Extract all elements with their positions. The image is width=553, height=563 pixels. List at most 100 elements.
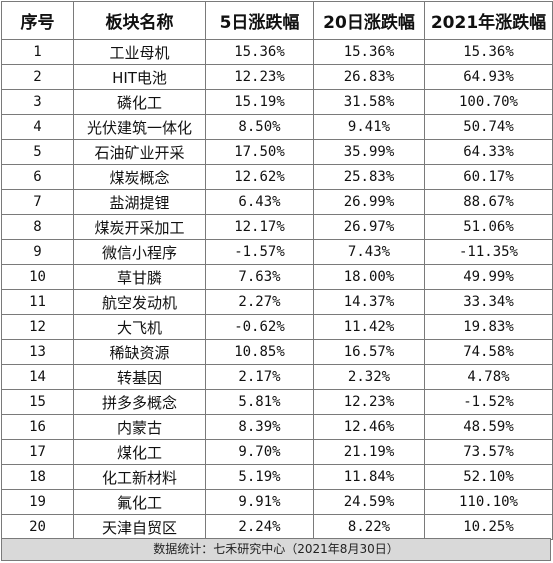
cell-sector-name: 煤炭开采加工 bbox=[73, 214, 206, 240]
cell-5day-change: -0.62% bbox=[205, 314, 314, 340]
header-2021-change: 2021年涨跌幅 bbox=[424, 1, 553, 40]
header-20day-change: 20日涨跌幅 bbox=[313, 1, 425, 40]
cell-20day-change: 35.99% bbox=[313, 139, 425, 165]
cell-index: 18 bbox=[1, 464, 74, 490]
cell-sector-name: 化工新材料 bbox=[73, 464, 206, 490]
cell-sector-name: 拼多多概念 bbox=[73, 389, 206, 415]
cell-5day-change: 2.27% bbox=[205, 289, 314, 315]
table-row: 13 稀缺资源 10.85% 16.57% 74.58% bbox=[1, 339, 553, 365]
cell-sector-name: 草甘膦 bbox=[73, 264, 206, 290]
cell-20day-change: 26.83% bbox=[313, 64, 425, 90]
cell-5day-change: 7.63% bbox=[205, 264, 314, 290]
cell-sector-name: 航空发动机 bbox=[73, 289, 206, 315]
cell-index: 14 bbox=[1, 364, 74, 390]
cell-index: 9 bbox=[1, 239, 74, 265]
cell-20day-change: 11.42% bbox=[313, 314, 425, 340]
cell-5day-change: 9.70% bbox=[205, 439, 314, 465]
cell-2021-change: 49.99% bbox=[424, 264, 553, 290]
cell-20day-change: 21.19% bbox=[313, 439, 425, 465]
cell-sector-name: 煤化工 bbox=[73, 439, 206, 465]
cell-index: 7 bbox=[1, 189, 74, 215]
cell-2021-change: 74.58% bbox=[424, 339, 553, 365]
table-row: 9 微信小程序 -1.57% 7.43% -11.35% bbox=[1, 239, 553, 265]
cell-2021-change: -11.35% bbox=[424, 239, 553, 265]
cell-2021-change: 4.78% bbox=[424, 364, 553, 390]
table-row: 6 煤炭概念 12.62% 25.83% 60.17% bbox=[1, 164, 553, 190]
cell-index: 15 bbox=[1, 389, 74, 415]
cell-20day-change: 14.37% bbox=[313, 289, 425, 315]
data-source-footer: 数据统计：七禾研究中心（2021年8月30日） bbox=[1, 538, 551, 561]
cell-index: 20 bbox=[1, 514, 74, 540]
cell-20day-change: 12.46% bbox=[313, 414, 425, 440]
cell-2021-change: 88.67% bbox=[424, 189, 553, 215]
cell-5day-change: 12.17% bbox=[205, 214, 314, 240]
cell-5day-change: 5.19% bbox=[205, 464, 314, 490]
table-row: 10 草甘膦 7.63% 18.00% 49.99% bbox=[1, 264, 553, 290]
cell-20day-change: 8.22% bbox=[313, 514, 425, 540]
cell-2021-change: 64.33% bbox=[424, 139, 553, 165]
cell-index: 8 bbox=[1, 214, 74, 240]
cell-5day-change: 12.23% bbox=[205, 64, 314, 90]
cell-5day-change: 15.36% bbox=[205, 39, 314, 65]
cell-5day-change: -1.57% bbox=[205, 239, 314, 265]
cell-20day-change: 11.84% bbox=[313, 464, 425, 490]
cell-index: 11 bbox=[1, 289, 74, 315]
cell-index: 16 bbox=[1, 414, 74, 440]
cell-index: 3 bbox=[1, 89, 74, 115]
cell-20day-change: 26.99% bbox=[313, 189, 425, 215]
table-row: 4 光伏建筑一体化 8.50% 9.41% 50.74% bbox=[1, 114, 553, 140]
cell-5day-change: 9.91% bbox=[205, 489, 314, 515]
cell-sector-name: 大飞机 bbox=[73, 314, 206, 340]
cell-2021-change: 52.10% bbox=[424, 464, 553, 490]
cell-index: 13 bbox=[1, 339, 74, 365]
header-row: 序号 板块名称 5日涨跌幅 20日涨跌幅 2021年涨跌幅 bbox=[1, 1, 553, 40]
cell-index: 6 bbox=[1, 164, 74, 190]
cell-index: 2 bbox=[1, 64, 74, 90]
table-row: 8 煤炭开采加工 12.17% 26.97% 51.06% bbox=[1, 214, 553, 240]
cell-sector-name: 氟化工 bbox=[73, 489, 206, 515]
table-row: 11 航空发动机 2.27% 14.37% 33.34% bbox=[1, 289, 553, 315]
cell-5day-change: 2.17% bbox=[205, 364, 314, 390]
table-row: 15 拼多多概念 5.81% 12.23% -1.52% bbox=[1, 389, 553, 415]
cell-20day-change: 18.00% bbox=[313, 264, 425, 290]
cell-2021-change: 64.93% bbox=[424, 64, 553, 90]
cell-index: 1 bbox=[1, 39, 74, 65]
table-row: 18 化工新材料 5.19% 11.84% 52.10% bbox=[1, 464, 553, 490]
cell-index: 17 bbox=[1, 439, 74, 465]
header-sector-name: 板块名称 bbox=[73, 1, 206, 40]
table-row: 1 工业母机 15.36% 15.36% 15.36% bbox=[1, 39, 553, 65]
table-row: 5 石油矿业开采 17.50% 35.99% 64.33% bbox=[1, 139, 553, 165]
table-body: 1 工业母机 15.36% 15.36% 15.36% 2 HIT电池 12.23% 26.83… bbox=[1, 39, 553, 540]
table-row: 3 磷化工 15.19% 31.58% 100.70% bbox=[1, 89, 553, 115]
cell-20day-change: 2.32% bbox=[313, 364, 425, 390]
cell-sector-name: 石油矿业开采 bbox=[73, 139, 206, 165]
cell-2021-change: 33.34% bbox=[424, 289, 553, 315]
cell-2021-change: 100.70% bbox=[424, 89, 553, 115]
cell-sector-name: 磷化工 bbox=[73, 89, 206, 115]
table-row: 19 氟化工 9.91% 24.59% 110.10% bbox=[1, 489, 553, 515]
cell-5day-change: 10.85% bbox=[205, 339, 314, 365]
cell-index: 12 bbox=[1, 314, 74, 340]
cell-20day-change: 15.36% bbox=[313, 39, 425, 65]
cell-20day-change: 31.58% bbox=[313, 89, 425, 115]
cell-sector-name: 稀缺资源 bbox=[73, 339, 206, 365]
cell-20day-change: 9.41% bbox=[313, 114, 425, 140]
table-row: 14 转基因 2.17% 2.32% 4.78% bbox=[1, 364, 553, 390]
sector-performance-table: 序号 板块名称 5日涨跌幅 20日涨跌幅 2021年涨跌幅 1 工业母机 15.36… bbox=[1, 1, 553, 540]
cell-2021-change: 73.57% bbox=[424, 439, 553, 465]
cell-sector-name: 光伏建筑一体化 bbox=[73, 114, 206, 140]
cell-index: 5 bbox=[1, 139, 74, 165]
cell-5day-change: 6.43% bbox=[205, 189, 314, 215]
table-row: 2 HIT电池 12.23% 26.83% 64.93% bbox=[1, 64, 553, 90]
cell-sector-name: 天津自贸区 bbox=[73, 514, 206, 540]
cell-sector-name: 煤炭概念 bbox=[73, 164, 206, 190]
cell-2021-change: 15.36% bbox=[424, 39, 553, 65]
cell-index: 4 bbox=[1, 114, 74, 140]
cell-index: 10 bbox=[1, 264, 74, 290]
cell-sector-name: 盐湖提锂 bbox=[73, 189, 206, 215]
cell-2021-change: 60.17% bbox=[424, 164, 553, 190]
cell-2021-change: 48.59% bbox=[424, 414, 553, 440]
cell-5day-change: 17.50% bbox=[205, 139, 314, 165]
cell-2021-change: 19.83% bbox=[424, 314, 553, 340]
